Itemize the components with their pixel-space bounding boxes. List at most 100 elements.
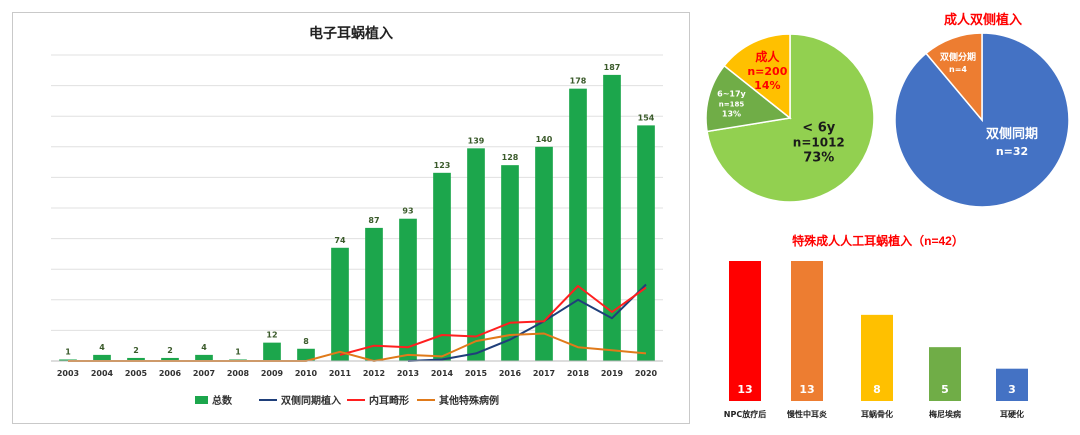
pie-slice-label: < 6y — [802, 120, 835, 135]
line-inner-ear-malformation — [339, 285, 647, 356]
main-chart: 电子耳蜗植入 1 2003 4 2004 2 2005 2 2006 4 2007 1 2008 12 20… — [51, 25, 663, 407]
pie-slice-label: 13% — [722, 110, 741, 119]
pie-slice-label: 14% — [754, 79, 780, 92]
x-tick-label: 2016 — [499, 369, 522, 378]
pie-slice-label: 成人 — [755, 49, 780, 64]
x-tick-label: 2019 — [601, 369, 624, 378]
data-label: 2 — [167, 346, 173, 355]
legend-swatch — [195, 396, 208, 404]
legend-label: 总数 — [212, 394, 233, 407]
legend-label: 内耳畸形 — [369, 394, 409, 407]
special-bar-category: NPC放疗后 — [724, 409, 766, 419]
pie-slice-label: 双侧同期 — [986, 126, 1038, 142]
data-label: 1 — [65, 347, 71, 356]
data-label: 8 — [303, 337, 309, 346]
bar-total — [263, 342, 281, 361]
x-tick-label: 2018 — [567, 369, 590, 378]
special-adult-bar-chart: 13 NPC放疗后 13 慢性中耳炎 8 耳蜗骨化 5 梅尼埃病 3 耳硬化 — [724, 261, 1028, 419]
data-label: 123 — [434, 161, 451, 170]
special-bar-value: 13 — [799, 383, 814, 396]
bar-total — [467, 148, 485, 361]
x-tick-label: 2006 — [159, 369, 182, 378]
x-tick-label: 2014 — [431, 369, 454, 378]
x-tick-label: 2020 — [635, 369, 658, 378]
data-label: 187 — [604, 63, 621, 72]
x-tick-label: 2011 — [329, 369, 352, 378]
x-tick-label: 2010 — [295, 369, 318, 378]
pie-slice-label: n=1012 — [793, 135, 845, 149]
special-bar-category: 耳蜗骨化 — [861, 409, 893, 419]
x-tick-label: 2009 — [261, 369, 284, 378]
data-label: 1 — [235, 347, 241, 356]
bar-total — [535, 146, 553, 361]
data-label: 2 — [133, 346, 139, 355]
bar-total — [195, 354, 213, 361]
special-bar-value: 8 — [873, 383, 881, 396]
bar-total — [127, 357, 145, 361]
adult-bilateral-pie-title: 成人双侧植入 — [943, 12, 1022, 27]
data-label: 74 — [334, 236, 346, 245]
data-label: 4 — [99, 343, 105, 352]
special-bar — [729, 261, 761, 401]
bar-total — [569, 88, 587, 361]
special-adult-chart-title: 特殊成人人工耳蜗植入（n=42） — [792, 234, 964, 248]
special-bar — [996, 368, 1028, 401]
bar-total — [433, 172, 451, 361]
x-tick-label: 2004 — [91, 369, 114, 378]
pie-slice — [705, 64, 792, 133]
pie-slice-label: 6~17y — [717, 90, 746, 99]
x-tick-label: 2003 — [57, 369, 79, 378]
pie-slice-label: n=185 — [719, 101, 745, 109]
data-label: 140 — [536, 135, 553, 144]
data-label: 4 — [201, 343, 207, 352]
pie-slice — [723, 33, 791, 120]
x-tick-label: 2007 — [193, 369, 215, 378]
x-tick-label: 2008 — [227, 369, 250, 378]
data-label: 12 — [266, 331, 277, 340]
x-tick-label: 2012 — [363, 369, 385, 378]
x-tick-label: 2015 — [465, 369, 488, 378]
data-label: 87 — [368, 216, 379, 225]
pie-slice — [894, 32, 1070, 208]
bar-total — [501, 165, 519, 361]
bar-total — [603, 74, 621, 361]
legend-label: 双侧同期植入 — [281, 394, 341, 407]
special-bar-value: 13 — [737, 383, 752, 396]
pie-slice-label: n=32 — [996, 145, 1028, 158]
main-chart-title: 电子耳蜗植入 — [309, 25, 393, 42]
data-label: 154 — [638, 113, 655, 122]
legend-label: 其他特殊病例 — [439, 394, 499, 407]
adult-bilateral-pie: 双侧同期 n=32 双侧分期 n=4 — [894, 32, 1070, 208]
line-other-special — [68, 332, 647, 362]
x-tick-label: 2017 — [533, 369, 555, 378]
bar-total — [399, 218, 417, 361]
line-bilateral-simultaneous — [407, 283, 647, 362]
x-tick-label: 2005 — [125, 369, 148, 378]
bar-total — [93, 354, 111, 361]
special-bar-category: 梅尼埃病 — [929, 409, 961, 419]
special-bar — [861, 314, 893, 401]
special-bar-category: 耳硬化 — [1000, 409, 1024, 419]
data-label: 128 — [502, 153, 519, 162]
bar-total — [331, 247, 349, 361]
bar-total — [297, 348, 315, 361]
data-label: 178 — [570, 77, 587, 86]
special-bar-value: 3 — [1008, 383, 1016, 396]
pie-slice-label: n=200 — [747, 65, 787, 78]
special-bar — [791, 261, 823, 401]
bar-total — [365, 227, 383, 361]
data-label: 93 — [402, 207, 413, 216]
data-label: 139 — [468, 136, 485, 145]
pie-slice-label: 双侧分期 — [940, 51, 976, 63]
special-bar-category: 慢性中耳炎 — [787, 409, 827, 419]
pie-slice-label: 73% — [803, 150, 834, 165]
bar-total — [637, 125, 655, 361]
bar-total — [161, 357, 179, 361]
pie-slice-label: n=4 — [949, 65, 967, 74]
special-bar-value: 5 — [941, 383, 949, 396]
pie-slice — [925, 32, 983, 123]
special-bar — [929, 347, 961, 401]
main-chart-panel: 电子耳蜗植入 1 2003 4 2004 2 2005 2 2006 4 2007 1 2008 12 20… — [12, 12, 690, 424]
x-tick-label: 2013 — [397, 369, 419, 378]
